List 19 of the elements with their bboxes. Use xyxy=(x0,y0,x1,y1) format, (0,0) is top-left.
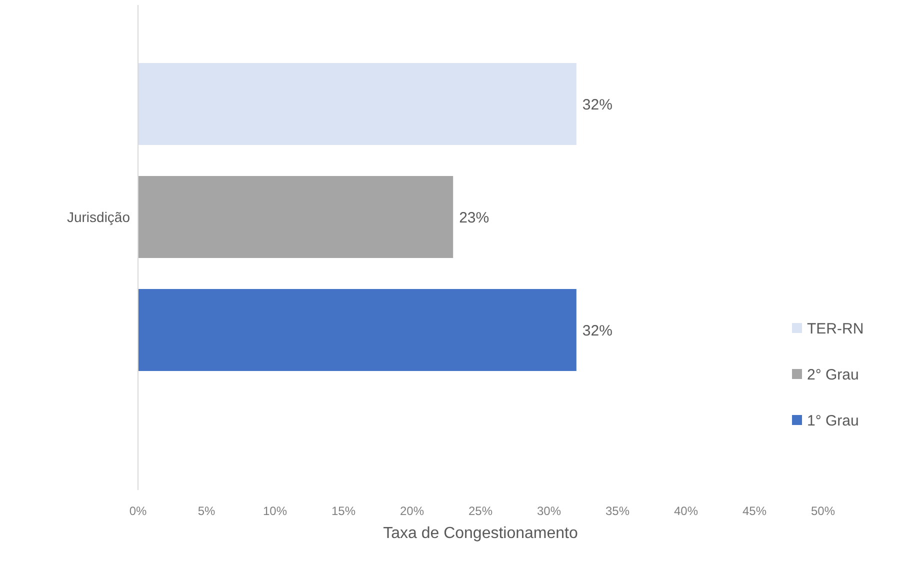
x-tick-label: 25% xyxy=(468,504,493,518)
x-tick-label: 50% xyxy=(810,504,836,518)
x-tick-label: 5% xyxy=(198,504,216,518)
data-label: 23% xyxy=(459,209,490,226)
data-label: 32% xyxy=(582,322,612,340)
x-axis-title: Taxa de Congestionamento xyxy=(383,525,578,542)
x-tick-label: 15% xyxy=(331,504,356,518)
x-tick-label: 0% xyxy=(129,504,147,518)
legend-label: TER-RN xyxy=(807,320,864,338)
legend-label: 2° Grau xyxy=(807,366,859,384)
x-tick-label: 30% xyxy=(536,504,562,518)
y-tick-label: Jurisdição xyxy=(66,208,130,225)
x-tick-label: 40% xyxy=(674,504,698,518)
x-tick-label: 10% xyxy=(262,504,288,518)
legend-label: 1° Grau xyxy=(807,412,859,430)
x-tick-label: 45% xyxy=(742,504,767,518)
x-tick-label: 35% xyxy=(605,504,630,518)
data-label: 32% xyxy=(582,96,612,114)
x-tick-label: 20% xyxy=(400,504,424,518)
